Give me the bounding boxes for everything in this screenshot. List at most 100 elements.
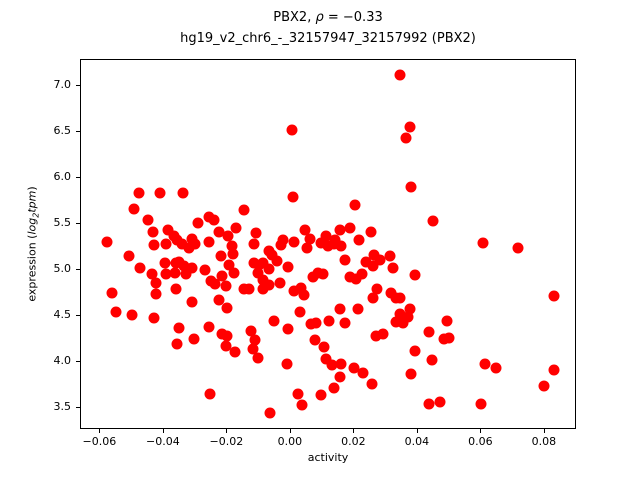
y-tick-mark [76, 130, 80, 132]
scatter-point [404, 303, 416, 314]
scatter-point [126, 309, 138, 321]
x-tick-mark [543, 429, 545, 433]
scatter-point [220, 280, 232, 291]
scatter-point [188, 333, 200, 345]
scatter-point [274, 277, 286, 289]
scatter-point [350, 273, 362, 285]
scatter-point [404, 121, 416, 133]
scatter-point [423, 398, 435, 410]
scatter-point [394, 69, 406, 81]
scatter-point [213, 294, 225, 306]
scatter-point [320, 353, 332, 365]
scatter-point [177, 187, 189, 198]
scatter-point [315, 237, 327, 249]
y-tick-label: 3.5 [53, 399, 72, 413]
scatter-point [339, 254, 351, 266]
scatter-point [323, 315, 335, 326]
scatter-point [230, 222, 242, 234]
scatter-point [268, 315, 280, 326]
scatter-point [328, 382, 340, 394]
x-tick-label: −0.04 [146, 435, 180, 448]
scatter-point [371, 283, 383, 295]
scatter-point [397, 317, 409, 329]
y-tick-label: 5.5 [53, 215, 72, 229]
scatter-point [275, 239, 287, 251]
scatter-point [160, 268, 172, 279]
scatter-point [176, 238, 188, 250]
scatter-point [252, 267, 264, 279]
scatter-point [263, 263, 275, 275]
scatter-point [199, 264, 211, 276]
scatter-point [142, 214, 154, 226]
scatter-point [204, 388, 216, 400]
scatter-point [229, 346, 241, 358]
scatter-point [287, 191, 299, 203]
scatter-point [266, 249, 278, 261]
y-tick-mark [76, 314, 80, 316]
scatter-point [328, 238, 340, 250]
scatter-point [335, 358, 347, 370]
scatter-point [322, 240, 334, 252]
scatter-point [368, 249, 380, 261]
scatter-point [477, 237, 489, 249]
scatter-point [334, 303, 346, 315]
scatter-point [405, 368, 417, 380]
scatter-point [360, 256, 372, 268]
scatter-point [357, 367, 369, 379]
scatter-point [387, 262, 399, 274]
scatter-point [356, 268, 368, 279]
scatter-point [282, 323, 294, 335]
x-tick-mark [289, 429, 291, 433]
scatter-point [257, 283, 269, 295]
rho-symbol: ρ [315, 10, 324, 25]
scatter-point [173, 322, 185, 334]
scatter-point [304, 233, 316, 245]
scatter-point [434, 396, 446, 407]
scatter-point [309, 334, 321, 346]
title-line-2: hg19_v2_chr6_-_32157947_32157992 (PBX2) [180, 31, 476, 46]
scatter-point [490, 362, 502, 374]
scatter-point [253, 259, 265, 271]
scatter-point [178, 260, 190, 272]
scatter-point [315, 389, 327, 401]
scatter-point [427, 215, 439, 227]
scatter-point [146, 268, 158, 279]
scatter-point [320, 230, 332, 242]
y-tick-label: 4.5 [53, 307, 72, 321]
scatter-point [405, 181, 417, 193]
scatter-point [106, 287, 118, 299]
scatter-point [134, 262, 146, 274]
scatter-point [548, 290, 560, 302]
y-axis-label: expression (log2tpm) [25, 186, 41, 302]
scatter-point [409, 269, 421, 281]
scatter-point [282, 261, 294, 273]
scatter-point [228, 267, 240, 279]
scatter-point [257, 274, 269, 286]
scatter-point [189, 238, 201, 250]
scatter-point [248, 238, 260, 250]
scatter-point [310, 317, 322, 329]
scatter-point [402, 311, 414, 323]
scatter-point [221, 302, 233, 314]
y-tick-label: 6.0 [53, 169, 72, 183]
scatter-point [215, 250, 227, 262]
scatter-point [170, 257, 182, 269]
scatter-point [250, 227, 262, 239]
scatter-point [443, 332, 455, 344]
scatter-point [281, 358, 293, 370]
x-tick-mark [99, 429, 101, 433]
scatter-point [150, 288, 162, 300]
scatter-point [226, 240, 238, 252]
scatter-point [370, 330, 382, 342]
y-tick-label: 5.0 [53, 261, 72, 275]
chart-title: PBX2, ρ = −0.33 hg19_v2_chr6_-_32157947_… [80, 7, 576, 49]
y-tick-mark [76, 222, 80, 224]
scatter-point [353, 234, 365, 245]
scatter-point [203, 321, 215, 333]
scatter-point [365, 226, 377, 238]
y-tick-mark [76, 176, 80, 178]
title-line-1: PBX2, ρ = −0.33 [80, 7, 576, 28]
scatter-point [301, 242, 313, 254]
scatter-point [209, 278, 221, 290]
